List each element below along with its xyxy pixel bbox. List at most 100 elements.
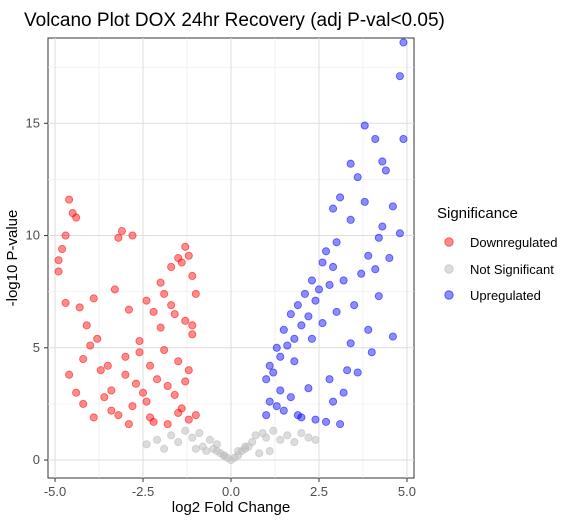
data-point-not-significant <box>276 435 285 444</box>
data-point-downregulated <box>184 366 193 375</box>
y-axis-label: -log10 P-value <box>4 210 21 307</box>
data-point-not-significant <box>251 431 260 440</box>
data-point-downregulated <box>184 415 193 424</box>
data-point-downregulated <box>82 321 91 330</box>
data-point-downregulated <box>156 323 165 332</box>
data-point-upregulated <box>304 312 313 321</box>
legend-label-downregulated: Downregulated <box>470 235 557 250</box>
data-point-not-significant <box>269 426 278 435</box>
data-point-upregulated <box>321 247 331 256</box>
data-point-downregulated <box>188 330 197 339</box>
data-point-downregulated <box>156 278 165 287</box>
data-point-downregulated <box>114 233 123 242</box>
legend-marker-not-significant <box>444 264 454 274</box>
data-point-upregulated <box>399 134 408 144</box>
data-point-upregulated <box>371 134 380 144</box>
data-point-not-significant <box>241 442 250 451</box>
y-tick-label: 5 <box>33 340 40 355</box>
data-point-upregulated <box>325 375 334 384</box>
data-point-not-significant <box>212 440 221 449</box>
data-point-upregulated <box>343 366 352 375</box>
data-point-downregulated <box>86 341 95 350</box>
data-point-upregulated <box>385 253 394 263</box>
data-point-upregulated <box>325 280 334 289</box>
data-point-downregulated <box>170 390 179 399</box>
data-point-downregulated <box>124 305 133 314</box>
data-point-not-significant <box>290 438 299 447</box>
data-point-not-significant <box>202 447 211 456</box>
legend: Significance Downregulated Not Significa… <box>437 205 557 303</box>
legend-marker-upregulated <box>444 290 454 300</box>
data-point-upregulated <box>336 420 345 429</box>
data-point-upregulated <box>395 72 404 81</box>
data-point-not-significant <box>304 433 313 442</box>
data-point-upregulated <box>360 197 369 206</box>
data-point-not-significant <box>311 435 320 444</box>
data-point-not-significant <box>219 451 229 460</box>
data-point-downregulated <box>72 388 81 397</box>
data-point-downregulated <box>100 393 109 402</box>
data-point-upregulated <box>314 285 324 294</box>
data-point-not-significant <box>160 444 169 453</box>
data-point-upregulated <box>283 341 292 350</box>
data-point-downregulated <box>107 386 116 395</box>
data-point-downregulated <box>107 406 116 415</box>
data-point-downregulated <box>93 334 102 343</box>
data-point-upregulated <box>339 276 348 285</box>
data-point-upregulated <box>276 386 285 395</box>
data-point-upregulated <box>297 413 306 422</box>
x-tick-label: 2.5 <box>310 484 328 499</box>
data-point-upregulated <box>353 173 362 182</box>
data-point-downregulated <box>177 404 186 413</box>
data-point-not-significant <box>297 429 306 438</box>
data-point-upregulated <box>286 310 295 319</box>
legend-item-upregulated: Upregulated <box>444 288 541 303</box>
legend-item-downregulated: Downregulated <box>444 235 557 250</box>
data-point-downregulated <box>58 244 67 254</box>
legend-label-upregulated: Upregulated <box>470 288 541 303</box>
data-point-upregulated <box>367 348 376 357</box>
data-point-downregulated <box>174 357 183 366</box>
data-point-downregulated <box>128 402 137 411</box>
data-point-upregulated <box>332 238 341 247</box>
x-axis-label: log2 Fold Change <box>172 499 290 516</box>
data-point-upregulated <box>381 166 390 175</box>
data-point-downregulated <box>167 301 176 310</box>
data-point-downregulated <box>142 296 151 305</box>
data-point-upregulated <box>364 325 373 334</box>
x-tick-label: -2.5 <box>132 484 154 499</box>
data-point-upregulated <box>318 258 327 267</box>
data-point-upregulated <box>286 393 295 402</box>
data-point-downregulated <box>160 289 169 298</box>
data-point-upregulated <box>276 352 285 361</box>
data-point-upregulated <box>371 265 380 274</box>
data-point-downregulated <box>181 377 190 386</box>
data-point-upregulated <box>388 332 397 341</box>
data-point-upregulated <box>378 222 387 231</box>
data-point-upregulated <box>300 289 309 298</box>
x-tick-label: 0.0 <box>222 484 240 499</box>
data-point-upregulated <box>364 251 373 260</box>
data-point-downregulated <box>149 307 158 316</box>
data-point-upregulated <box>346 215 355 224</box>
data-point-downregulated <box>184 251 193 260</box>
data-point-downregulated <box>114 411 123 420</box>
data-point-downregulated <box>181 316 190 325</box>
data-point-not-significant <box>195 429 204 438</box>
data-point-upregulated <box>378 157 387 166</box>
data-point-downregulated <box>146 413 155 422</box>
data-point-downregulated <box>117 227 126 236</box>
data-point-downregulated <box>124 420 133 429</box>
data-point-downregulated <box>170 310 179 319</box>
data-point-downregulated <box>79 399 88 408</box>
data-point-upregulated <box>265 397 274 406</box>
data-point-upregulated <box>279 325 288 334</box>
data-point-upregulated <box>321 417 331 426</box>
data-point-downregulated <box>181 242 190 251</box>
data-point-downregulated <box>89 413 98 422</box>
data-point-upregulated <box>346 159 355 168</box>
data-point-downregulated <box>103 361 112 370</box>
data-point-upregulated <box>290 334 299 343</box>
